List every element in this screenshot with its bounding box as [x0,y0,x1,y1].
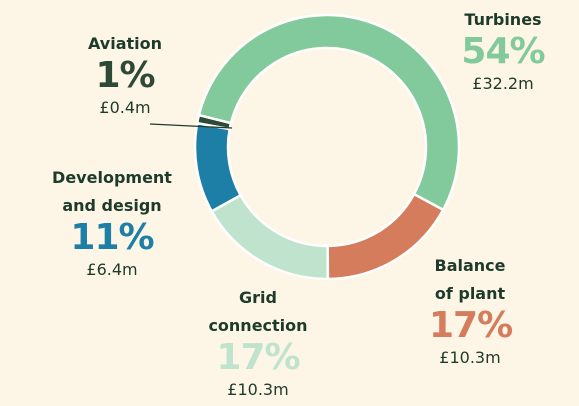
amount-label: £0.4m [99,98,151,117]
slice-label: Development and design 11% £6.4m [42,164,182,284]
amount-label: £10.3m [439,348,501,367]
slice-label: Grid connection 17% £10.3m [203,284,313,404]
slice-label: Aviation 1% £0.4m [65,30,185,122]
value-label: 11% [70,217,154,258]
donut-slice [326,192,445,281]
value-label: 1% [95,55,155,96]
category-name: Grid connection [208,288,308,335]
value-label: 17% [216,337,300,378]
leader-line [149,123,233,129]
slice-label: Balance of plant 17% £10.3m [429,252,513,372]
category-name: Aviation [87,34,163,53]
donut-slice [193,121,243,214]
value-label: 54% [461,31,545,72]
category-name: Balance of plant [434,256,506,303]
donut-slice [210,193,330,281]
amount-label: £10.3m [227,380,289,399]
donut-slice [197,13,461,212]
category-name: Turbines [464,10,542,29]
amount-label: £32.2m [472,74,534,93]
amount-label: £6.4m [86,260,138,279]
category-name: Development and design [52,168,172,215]
value-label: 17% [429,305,513,346]
slice-label: Turbines 54% £32.2m [443,6,563,98]
